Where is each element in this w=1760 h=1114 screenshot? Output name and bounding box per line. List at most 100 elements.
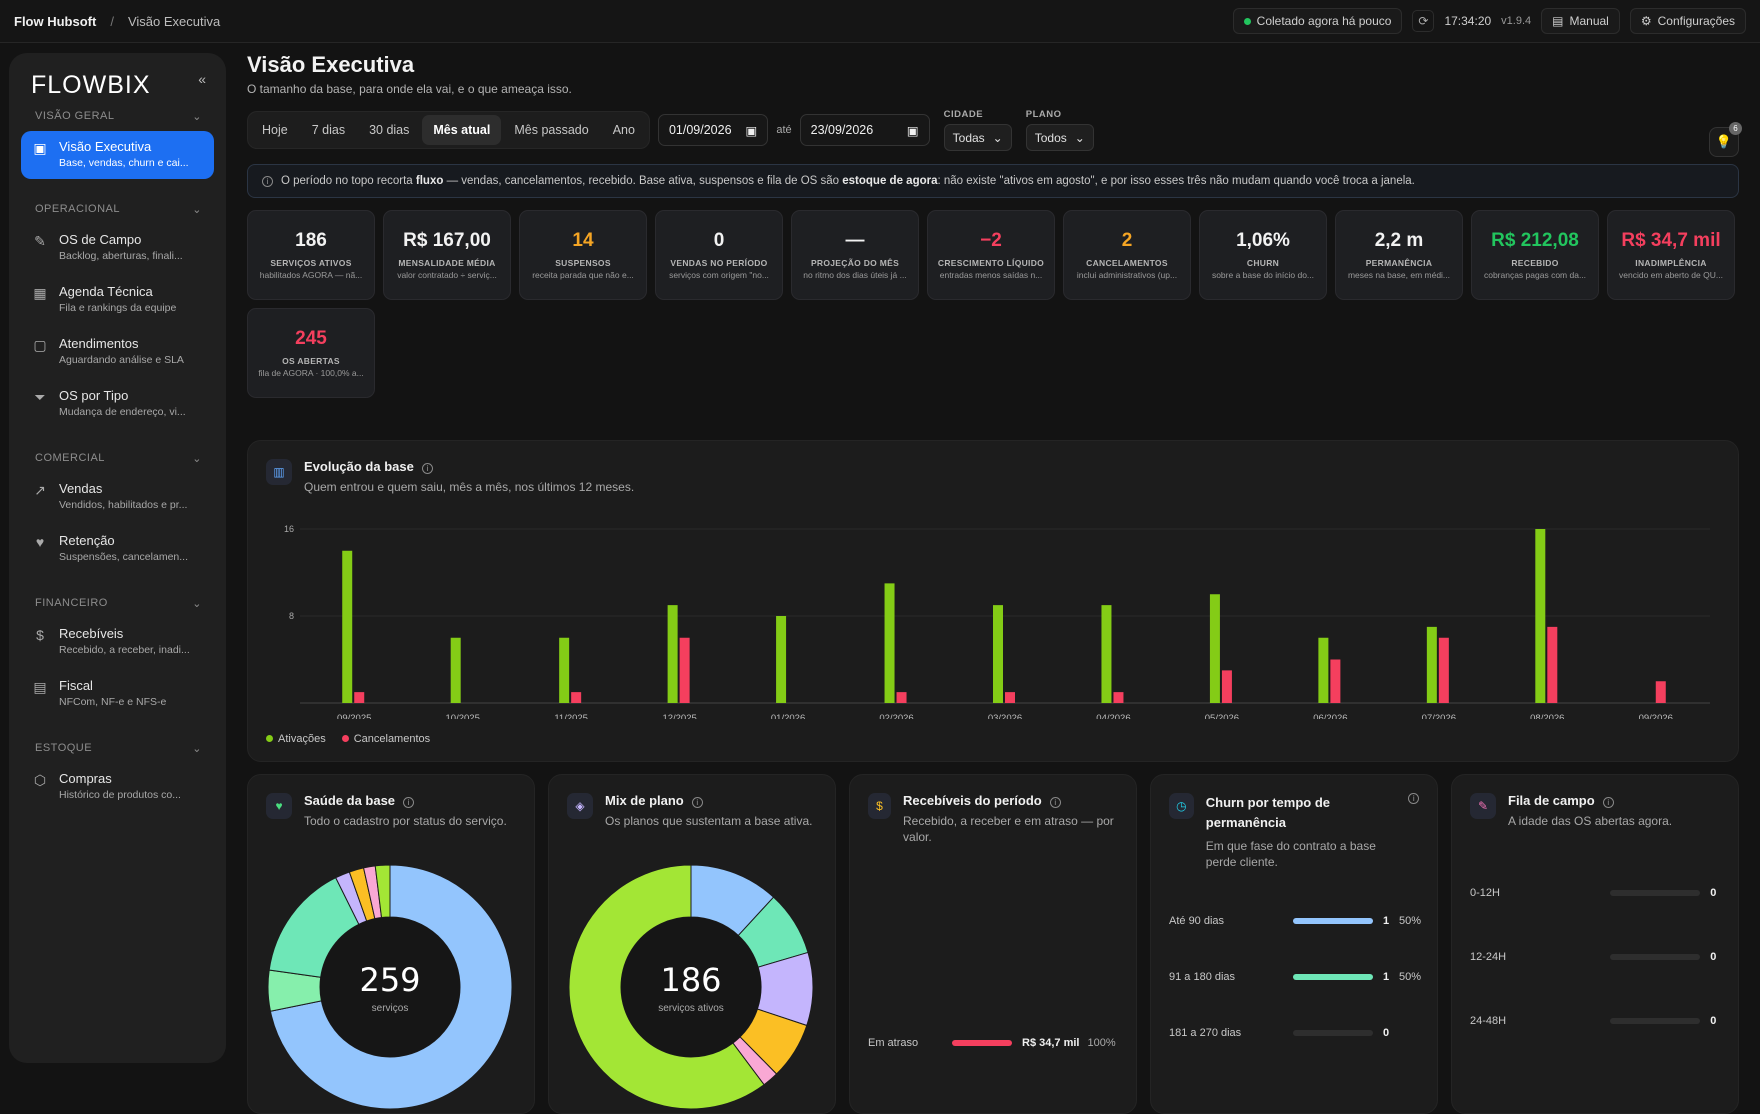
recebiveis-card: $ Recebíveis do período i Recebido, a rece… bbox=[849, 774, 1137, 1114]
period-tab[interactable]: Mês passado bbox=[514, 123, 589, 137]
period-tab[interactable]: 30 dias bbox=[369, 123, 410, 137]
kpi-card[interactable]: 245 OS ABERTAS fila de AGORA · 100,0% a... bbox=[247, 308, 375, 398]
mix-title-text: Mix de plano bbox=[605, 793, 684, 808]
info-icon[interactable]: i bbox=[691, 797, 703, 808]
mix-center: 186 serviços ativos bbox=[569, 865, 813, 1109]
calendar-icon: ▦ bbox=[33, 285, 47, 301]
kpi-card[interactable]: 186 SERVIÇOS ATIVOS habilitados AGORA — nã… bbox=[247, 210, 375, 300]
evolucao-title-text: Evolução da base bbox=[304, 459, 414, 474]
collapse-sidebar-icon[interactable]: « bbox=[198, 71, 206, 87]
plano-select[interactable]: Todos ⌄ bbox=[1025, 124, 1094, 151]
sidebar-item[interactable]: ⬡ Compras Histórico de produtos co... bbox=[21, 763, 214, 811]
kpi-card[interactable]: R$ 34,7 mil INADIMPLÊNCIA vencido em abert… bbox=[1607, 210, 1735, 300]
kpi-value: R$ 34,7 mil bbox=[1621, 230, 1721, 251]
bar-ativacoes bbox=[1318, 637, 1329, 703]
sidebar-item[interactable]: ⏷ OS por Tipo Mudança de endereço, vi... bbox=[21, 380, 214, 428]
kpi-card[interactable]: 2 CANCELAMENTOS inclui administrativos (up… bbox=[1063, 210, 1191, 300]
churn-row-track bbox=[1292, 974, 1373, 980]
fila-row: 0-12H 0 bbox=[1470, 887, 1722, 899]
bar-ativacoes bbox=[884, 583, 895, 703]
bar-cancelamentos bbox=[1330, 659, 1341, 703]
bar-cancelamentos bbox=[1438, 637, 1449, 703]
sidebar-section-header[interactable]: ESTOQUE ⌄ bbox=[35, 742, 202, 755]
app-brand[interactable]: Flow Hubsoft bbox=[14, 13, 97, 29]
sidebar-item-sub: Aguardando análise e SLA bbox=[59, 354, 184, 366]
kpi-label: SUSPENSOS bbox=[555, 258, 611, 268]
presentation-icon: ▣ bbox=[33, 140, 47, 156]
date-to-input[interactable]: 23/09/2026 ▣ bbox=[799, 114, 930, 146]
kpi-value: R$ 212,08 bbox=[1491, 230, 1579, 251]
kpi-label: CHURN bbox=[1246, 258, 1280, 268]
sidebar-item-label: Compras bbox=[59, 771, 112, 786]
sidebar-item[interactable]: ✎ OS de Campo Backlog, aberturas, finali..… bbox=[21, 224, 214, 272]
sidebar-item-label: OS de Campo bbox=[59, 232, 142, 247]
info-icon[interactable]: i bbox=[1408, 793, 1419, 804]
refresh-icon[interactable]: ⟳ bbox=[1412, 10, 1435, 32]
saude-card: ♥ Saúde da base i Todo o cadastro por stat… bbox=[247, 774, 535, 1114]
sidebar-item[interactable]: ▣ Visão Executiva Base, vendas, churn e ca… bbox=[21, 131, 214, 179]
fila-row-track bbox=[1609, 954, 1701, 960]
info-icon[interactable]: i bbox=[403, 797, 415, 808]
sidebar-item-sub: Mudança de endereço, vi... bbox=[59, 406, 186, 418]
manual-label: Manual bbox=[1569, 14, 1609, 28]
period-tab[interactable]: 7 dias bbox=[311, 123, 346, 137]
hints-button[interactable]: 💡 6 bbox=[1709, 122, 1742, 157]
bar-cancelamentos bbox=[896, 692, 907, 703]
status-text: Coletado agora há pouco bbox=[1256, 14, 1392, 28]
bar-cancelamentos bbox=[1221, 670, 1232, 703]
sidebar-section-header[interactable]: FINANCEIRO ⌄ bbox=[35, 597, 202, 610]
kpi-card[interactable]: −2 CRESCIMENTO LÍQUIDO entradas menos saíd… bbox=[927, 210, 1055, 300]
info-icon[interactable]: i bbox=[1049, 797, 1061, 808]
sidebar-item[interactable]: ▤ Fiscal NFCom, NF-e e NFS-e bbox=[21, 670, 214, 718]
lightbulb-icon: 💡 bbox=[1715, 134, 1733, 149]
sidebar-item[interactable]: ▦ Agenda Técnica Fila e rankings da equipe bbox=[21, 276, 214, 324]
config-button[interactable]: ⚙ Configurações bbox=[1629, 8, 1746, 34]
sidebar-item-label: Agenda Técnica bbox=[59, 284, 153, 299]
fila-card: ✎ Fila de campo i A idade das OS abertas a… bbox=[1451, 774, 1739, 1114]
cidade-select[interactable]: Todas ⌄ bbox=[943, 124, 1012, 151]
sidebar-item[interactable]: ↗ Vendas Vendidos, habilitados e pr... bbox=[21, 473, 214, 521]
recebiveis-subtitle: Recebido, a receber e em atraso — por va… bbox=[903, 814, 1114, 844]
legend-ativacoes[interactable]: Ativações bbox=[266, 733, 326, 745]
saude-donut: 259 serviços bbox=[267, 864, 513, 1114]
sidebar-section-header[interactable]: VISÃO GERAL ⌄ bbox=[35, 110, 202, 123]
sidebar-item-sub: Base, vendas, churn e cai... bbox=[59, 157, 189, 169]
saude-center: 259 serviços bbox=[268, 865, 512, 1109]
sidebar-item[interactable]: $ Recebíveis Recebido, a receber, inadi... bbox=[21, 618, 214, 666]
churn-title-text: Churn por tempo de permanência bbox=[1205, 795, 1330, 830]
kpi-card[interactable]: 1,06% CHURN sobre a base do início do... bbox=[1199, 210, 1327, 300]
kpi-card[interactable]: — PROJEÇÃO DO MÊS no ritmo dos dias úteis … bbox=[791, 210, 919, 300]
period-selector: Hoje 7 dias 30 dias Mês atual Mês passado Ano bbox=[247, 111, 650, 149]
sidebar-section-header[interactable]: COMERCIAL ⌄ bbox=[35, 452, 202, 465]
bar-chart-icon: ▥ bbox=[266, 459, 292, 485]
kpi-label: CANCELAMENTOS bbox=[1086, 258, 1168, 268]
info-icon[interactable]: i bbox=[421, 463, 433, 474]
kpi-card[interactable]: 2,2 m PERMANÊNCIA meses na base, em médi..… bbox=[1335, 210, 1463, 300]
version: v1.9.4 bbox=[1501, 15, 1532, 27]
manual-button[interactable]: ▤ Manual bbox=[1541, 8, 1620, 34]
dollar-icon: $ bbox=[868, 793, 892, 819]
evolucao-title: Evolução da base i bbox=[304, 459, 634, 474]
document-icon: ▤ bbox=[33, 679, 47, 695]
sidebar-item[interactable]: ▢ Atendimentos Aguardando análise e SLA bbox=[21, 328, 214, 376]
sidebar-item-sub: NFCom, NF-e e NFS-e bbox=[59, 696, 167, 708]
sidebar-item[interactable]: ♥ Retenção Suspensões, cancelamen... bbox=[21, 525, 214, 573]
churn-row-track bbox=[1293, 1030, 1373, 1036]
date-from-input[interactable]: 01/09/2026 ▣ bbox=[657, 114, 769, 146]
period-tab[interactable]: Hoje bbox=[262, 123, 288, 137]
notice-bold-2: estoque de agora bbox=[842, 175, 938, 187]
kpi-card[interactable]: 14 SUSPENSOS receita parada que não e... bbox=[519, 210, 647, 300]
bar-ativacoes bbox=[1535, 529, 1546, 703]
bar-ativacoes bbox=[1209, 594, 1220, 703]
kpi-value: 0 bbox=[713, 230, 725, 251]
period-tab[interactable]: Ano bbox=[612, 123, 635, 137]
info-icon[interactable]: i bbox=[1602, 797, 1614, 808]
sidebar-section-header[interactable]: OPERACIONAL ⌄ bbox=[35, 203, 202, 216]
date-from-value: 01/09/2026 bbox=[668, 123, 732, 137]
period-tab[interactable]: Mês atual bbox=[422, 115, 502, 145]
kpi-card[interactable]: R$ 212,08 RECEBIDO cobranças pagas com da.… bbox=[1471, 210, 1599, 300]
kpi-card[interactable]: R$ 167,00 MENSALIDADE MÉDIA valor contrata… bbox=[383, 210, 511, 300]
legend-cancelamentos[interactable]: Cancelamentos bbox=[341, 733, 430, 745]
kpi-card[interactable]: 0 VENDAS NO PERÍODO serviços com origem "n… bbox=[655, 210, 783, 300]
status-dot-icon bbox=[1243, 17, 1251, 25]
